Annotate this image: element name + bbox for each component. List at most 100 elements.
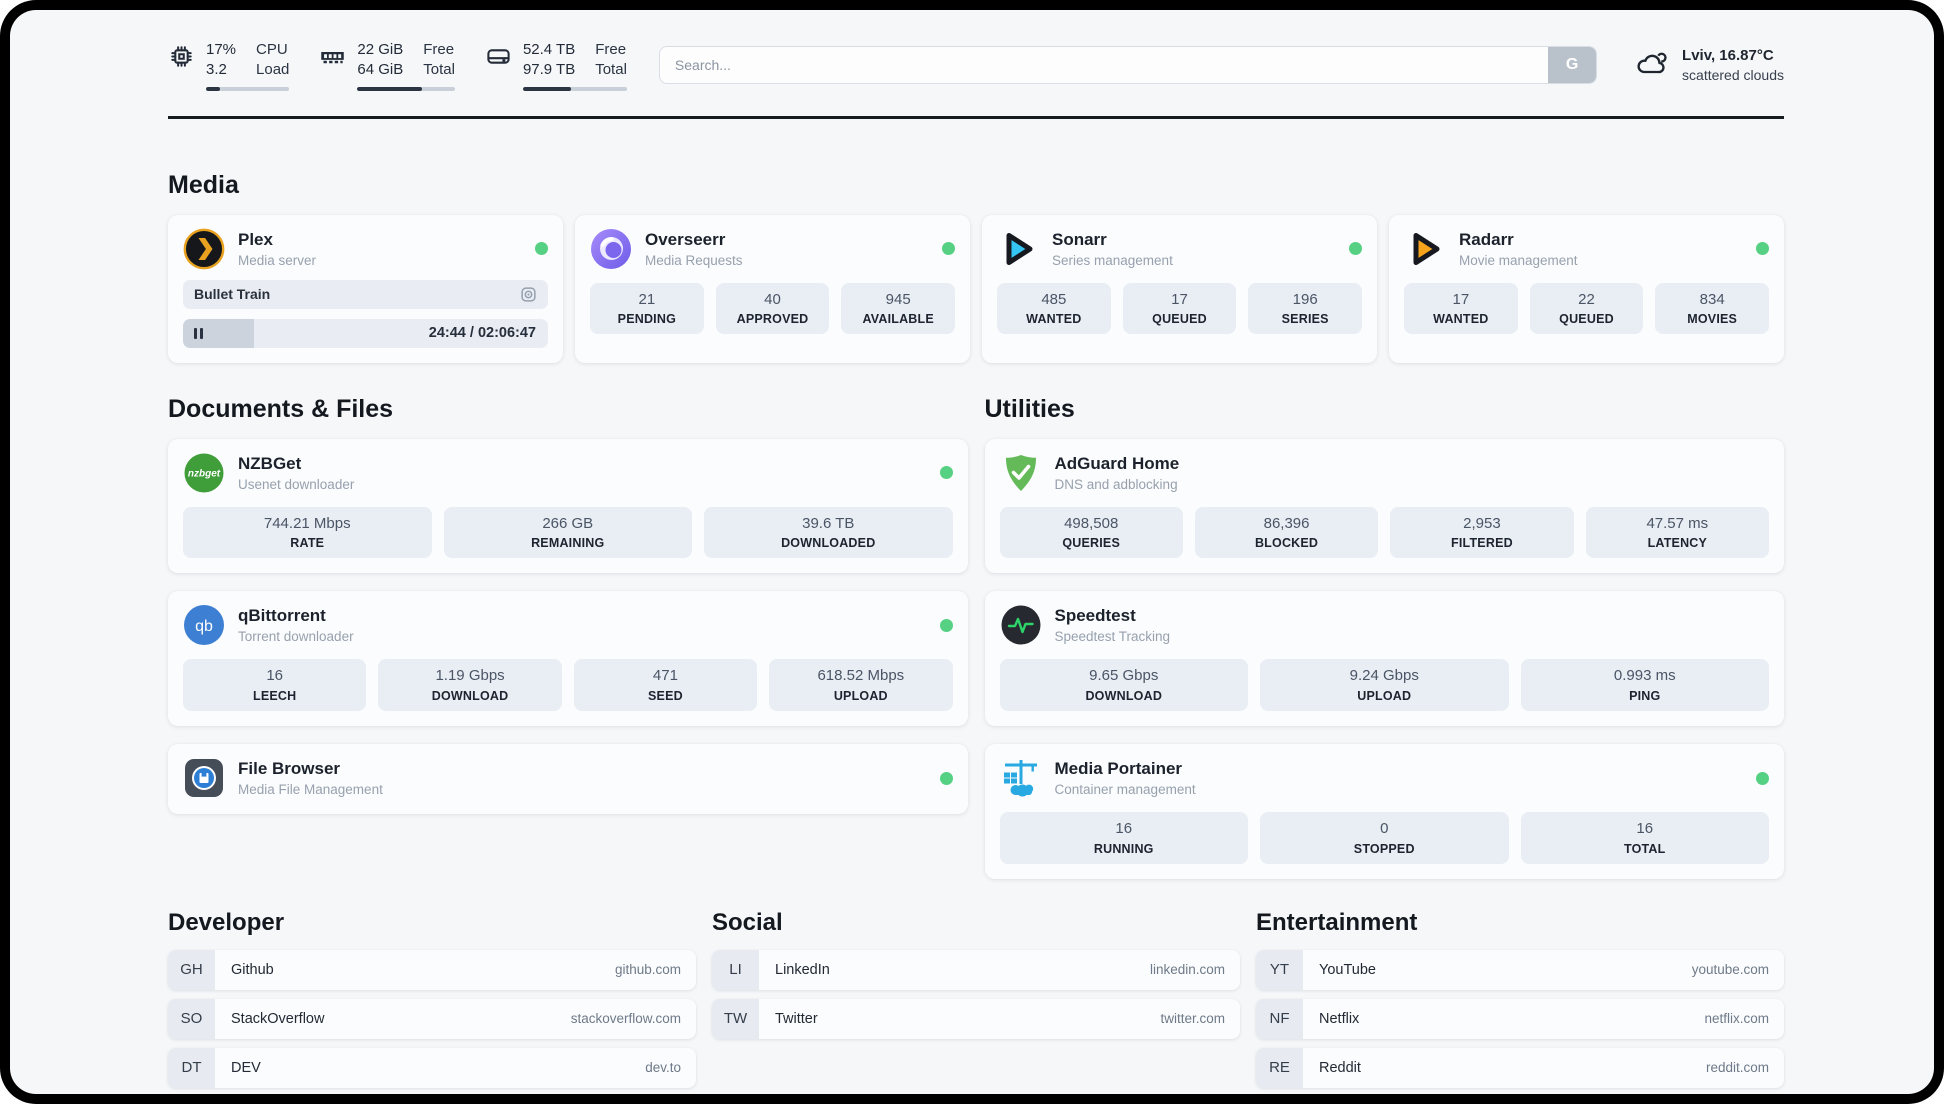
stat-value: 9.65 Gbps — [1089, 667, 1159, 685]
plex-card[interactable]: Plex Media server Bullet Train 24 — [168, 214, 563, 363]
status-dot — [939, 618, 953, 632]
disk-total: 97.9 TB — [522, 61, 576, 79]
nzbget-card[interactable]: nzbget NZBGet Usenet downloader 744.21 M… — [168, 438, 968, 574]
entertainment-column: Entertainment YT YouTube youtube.com NF … — [1256, 909, 1784, 1094]
app-name: Overseerr — [645, 229, 726, 249]
app-name: Sonarr — [1052, 229, 1107, 249]
bookmark-name: DEV — [231, 1059, 261, 1076]
bookmark-domain: netflix.com — [1704, 1011, 1769, 1027]
sonarr-card[interactable]: Sonarr Series management 485 WANTED 17 Q… — [982, 214, 1377, 363]
adguard-card[interactable]: AdGuard Home DNS and adblocking 498,508 … — [984, 438, 1784, 574]
app-subtitle: Media Requests — [645, 252, 743, 268]
stat-queued: 17 QUEUED — [1122, 282, 1237, 335]
radarr-card[interactable]: Radarr Movie management 17 WANTED 22 QUE… — [1389, 214, 1784, 363]
bookmark-github[interactable]: GH Github github.com — [168, 949, 696, 990]
cpu-labels: CPU Load — [256, 40, 289, 81]
bookmark-reddit[interactable]: RE Reddit reddit.com — [1256, 1047, 1784, 1088]
app-subtitle: Torrent downloader — [238, 629, 354, 645]
stat-value: 498,508 — [1064, 514, 1119, 532]
stat-running: 16 RUNNING — [999, 812, 1248, 864]
stat-label: LATENCY — [1647, 536, 1708, 551]
svg-text:nzbget: nzbget — [188, 468, 221, 479]
stat-value: 47.57 ms — [1646, 514, 1709, 532]
stat-label: APPROVED — [736, 312, 809, 327]
adguard-icon — [1000, 452, 1042, 494]
bookmark-stackoverflow[interactable]: SO StackOverflow stackoverflow.com — [168, 998, 696, 1039]
bookmark-linkedin[interactable]: LI LinkedIn linkedin.com — [712, 949, 1240, 990]
memory-label-1: Free — [423, 41, 455, 58]
stat-value: 1.19 Gbps — [435, 667, 505, 685]
overseerr-card[interactable]: Overseerr Media Requests 21 PENDING 40 A… — [575, 214, 970, 363]
stat-value: 266 GB — [542, 514, 594, 532]
portainer-card[interactable]: Media Portainer Container management 16 … — [984, 744, 1784, 879]
disk-progress-bar — [522, 86, 627, 91]
stat-wanted: 17 WANTED — [1404, 282, 1518, 335]
stat-upload: 618.52 Mbps UPLOAD — [769, 659, 953, 711]
app-name: NZBGet — [238, 453, 302, 473]
stat-label: STOPPED — [1353, 841, 1415, 856]
stat-download: 9.65 Gbps DOWNLOAD — [999, 659, 1248, 711]
bookmark-netflix[interactable]: NF Netflix netflix.com — [1256, 998, 1784, 1039]
stat-value: 945 — [885, 290, 911, 308]
section-title-developer: Developer — [168, 908, 285, 936]
stat-label: UPLOAD — [833, 689, 888, 703]
speedtest-card[interactable]: Speedtest Speedtest Tracking 9.65 Gbps D… — [984, 591, 1784, 726]
app-subtitle: Container management — [1054, 782, 1196, 797]
developer-column: Developer GH Github github.com SO StackO… — [168, 909, 696, 1094]
status-dot — [942, 242, 955, 255]
now-playing-row: Bullet Train — [183, 279, 548, 309]
app-name: Speedtest — [1054, 606, 1136, 626]
stat-upload: 9.24 Gbps UPLOAD — [1260, 659, 1509, 711]
bookmark-domain: twitter.com — [1160, 1011, 1225, 1027]
bookmark-dev[interactable]: DT DEV dev.to — [168, 1047, 696, 1088]
stat-download: 1.19 Gbps DOWNLOAD — [378, 659, 562, 711]
stat-value: 16 — [1636, 820, 1654, 837]
stat-label: SEED — [648, 689, 683, 703]
stat-value: 618.52 Mbps — [817, 667, 905, 685]
playback-played-segment — [183, 318, 255, 348]
cpu-widget: 17% 3.2 CPU Load — [168, 40, 290, 91]
stat-value: 17 — [1171, 290, 1188, 308]
section-title-utilities: Utilities — [984, 394, 1075, 423]
session-detail-icon[interactable] — [520, 286, 537, 303]
stat-label: WANTED — [1026, 312, 1082, 327]
memory-icon — [319, 43, 346, 70]
section-title-social: Social — [712, 908, 783, 936]
stat-queued: 22 QUEUED — [1529, 282, 1644, 335]
bookmark-name: StackOverflow — [231, 1010, 325, 1027]
stat-label: SERIES — [1281, 312, 1329, 327]
bookmark-name: LinkedIn — [775, 961, 830, 978]
stat-label: DOWNLOAD — [1085, 689, 1163, 703]
overseerr-icon — [590, 228, 632, 270]
stat-label: AVAILABLE — [862, 312, 934, 327]
qbittorrent-card[interactable]: qb qBittorrent Torrent downloader 16 LEE… — [168, 591, 968, 726]
weather-widget: Lviv, 16.87°C scattered clouds — [1633, 45, 1784, 86]
memory-total: 64 GiB — [357, 61, 404, 79]
header-divider — [168, 115, 1784, 119]
nzbget-icon: nzbget — [183, 452, 225, 494]
search-input[interactable] — [658, 46, 1598, 85]
stat-label: RUNNING — [1093, 841, 1154, 856]
status-dot — [939, 771, 953, 785]
app-subtitle: Usenet downloader — [238, 476, 355, 492]
stat-pending: 21 PENDING — [590, 282, 704, 335]
filebrowser-card[interactable]: File Browser Media File Management — [168, 744, 968, 814]
bookmark-youtube[interactable]: YT YouTube youtube.com — [1256, 949, 1784, 990]
stat-value: 16 — [1115, 820, 1133, 837]
radarr-icon — [1404, 228, 1446, 270]
system-widgets: 17% 3.2 CPU Load — [168, 40, 627, 91]
stat-approved: 40 APPROVED — [715, 282, 830, 335]
search-engine-button[interactable]: G — [1548, 47, 1597, 84]
bookmark-domain: github.com — [614, 962, 681, 978]
dashboard-page: 17% 3.2 CPU Load — [10, 10, 1934, 1094]
app-subtitle: Series management — [1052, 252, 1173, 268]
speedtest-icon — [1000, 604, 1042, 646]
stat-value: 16 — [266, 667, 284, 685]
playback-time: 24:44 / 02:06:47 — [428, 325, 536, 341]
stat-label: WANTED — [1433, 312, 1489, 327]
bookmark-name: Github — [231, 961, 274, 978]
weather-condition: scattered clouds — [1682, 66, 1784, 83]
bookmark-twitter[interactable]: TW Twitter twitter.com — [712, 998, 1240, 1039]
stat-label: LEECH — [253, 689, 297, 703]
stat-seed: 471 SEED — [573, 659, 758, 711]
